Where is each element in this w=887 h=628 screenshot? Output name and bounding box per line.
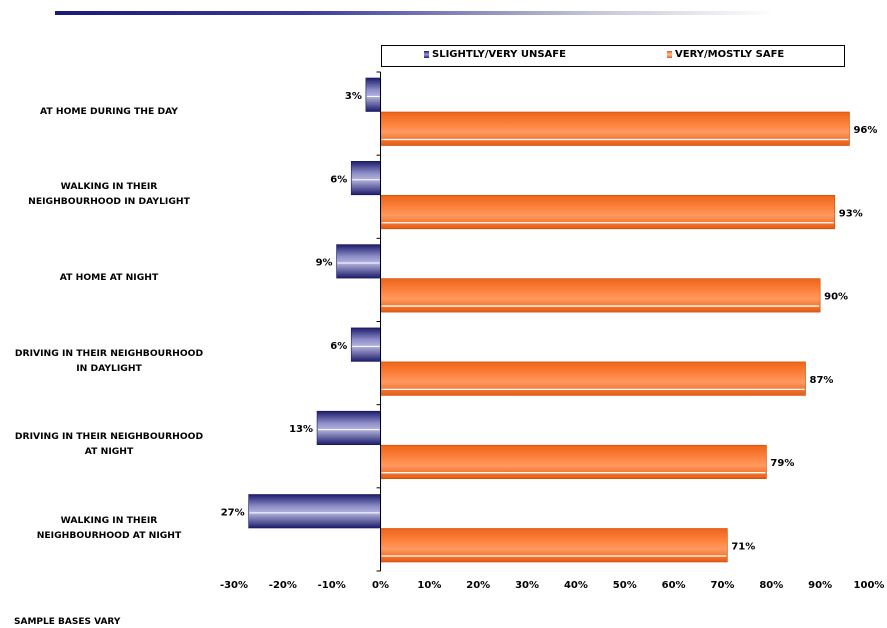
bar-unsafe [350, 327, 381, 362]
sample-bases-note: SAMPLE BASES VARY [14, 617, 121, 627]
category-label: WALKING IN THEIR NEIGHBOURHOOD AT NIGHT [0, 513, 224, 543]
x-tick-label: 70% [710, 580, 734, 591]
data-label-unsafe: 27% [221, 508, 245, 519]
x-tick-label: -20% [269, 580, 297, 591]
x-tick-label: 50% [613, 580, 637, 591]
legend-label-unsafe: SLIGHTLY/VERY UNSAFE [432, 49, 566, 60]
data-label-safe: 96% [853, 125, 877, 136]
category-label: DRIVING IN THEIR NEIGHBOURHOOD IN DAYLIGH… [0, 346, 224, 376]
legend-label-safe: VERY/MOSTLY SAFE [675, 49, 785, 60]
category-label: AT HOME DURING THE DAY [0, 104, 224, 119]
category-label-line: IN DAYLIGHT [76, 362, 142, 374]
category-label-line: NEIGHBOURHOOD AT NIGHT [36, 529, 182, 541]
bar-safe [380, 361, 806, 396]
x-tick-label: -10% [318, 580, 346, 591]
category-label-line: WALKING IN THEIR [60, 181, 158, 193]
bar-safe [380, 278, 821, 313]
x-tick-label: 10% [417, 580, 441, 591]
category-label: WALKING IN THEIR NEIGHBOURHOOD IN DAYLIGH… [0, 179, 224, 209]
category-label: AT HOME AT NIGHT [0, 270, 224, 285]
bar-unsafe [365, 77, 381, 112]
data-label-unsafe: 3% [345, 91, 362, 102]
bar-safe [380, 444, 767, 480]
legend-swatch-unsafe [424, 51, 429, 58]
x-tick-label: 40% [564, 580, 588, 591]
x-tick-label: 80% [759, 580, 783, 591]
x-tick-label: -30% [220, 580, 248, 591]
category-label-line: NEIGHBOURHOOD IN DAYLIGHT [28, 196, 190, 208]
x-tick-label: 0% [372, 580, 389, 591]
category-label-line: AT HOME DURING THE DAY [40, 105, 178, 117]
x-tick-label: 20% [466, 580, 490, 591]
category-label-line: DRIVING IN THEIR NEIGHBOURHOOD [14, 347, 204, 359]
data-label-unsafe: 9% [316, 258, 333, 269]
bar-unsafe [350, 161, 381, 196]
bar-safe [380, 195, 836, 230]
x-tick-label: 30% [515, 580, 539, 591]
bar-unsafe [336, 244, 381, 279]
x-tick-label: 90% [808, 580, 832, 591]
category-label: DRIVING IN THEIR NEIGHBOURHOOD AT NIGHT [0, 429, 224, 459]
category-label-line: WALKING IN THEIR [60, 514, 158, 526]
legend-item-unsafe: SLIGHTLY/VERY UNSAFE [424, 49, 566, 60]
data-label-unsafe: 13% [289, 424, 313, 435]
category-label-line: DRIVING IN THEIR NEIGHBOURHOOD [14, 431, 204, 443]
data-label-safe: 87% [810, 375, 834, 386]
category-label-line: AT HOME AT NIGHT [59, 272, 159, 284]
x-tick-label: 100% [854, 580, 885, 591]
legend-item-safe: VERY/MOSTLY SAFE [667, 49, 784, 60]
header-accent-bar [55, 11, 775, 15]
chart-legend: SLIGHTLY/VERY UNSAFE VERY/MOSTLY SAFE [381, 45, 845, 67]
data-label-safe: 79% [770, 458, 794, 469]
bar-unsafe [316, 410, 381, 446]
data-label-unsafe: 6% [330, 341, 347, 352]
data-label-safe: 71% [731, 542, 755, 553]
bar-unsafe [248, 494, 381, 529]
data-label-safe: 93% [839, 208, 863, 219]
x-tick-label: 60% [662, 580, 686, 591]
data-label-unsafe: 6% [330, 174, 347, 185]
legend-swatch-safe [667, 51, 672, 58]
data-label-safe: 90% [824, 292, 848, 303]
category-label-line: AT NIGHT [84, 446, 134, 458]
bar-safe [380, 528, 728, 563]
bar-safe [380, 111, 850, 146]
